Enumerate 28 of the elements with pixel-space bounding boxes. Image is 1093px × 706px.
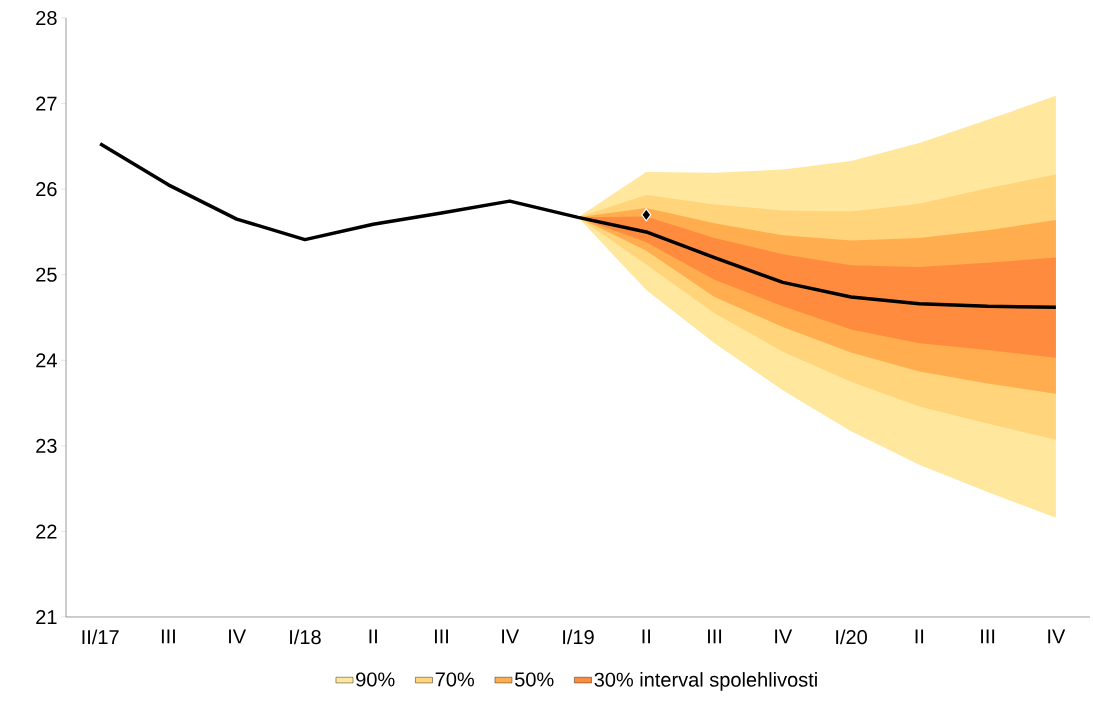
legend-label: 70%	[435, 672, 475, 687]
y-tick-label: 28	[36, 10, 57, 26]
y-tick-label: 27	[36, 96, 57, 111]
y-tick-label: 25	[36, 267, 57, 282]
x-tick-label: II	[642, 629, 650, 644]
x-tick-label: II	[369, 629, 377, 644]
x-tick-label: II/17	[82, 629, 119, 645]
x-tick-label: III	[981, 629, 995, 644]
x-tick-label: IV	[1048, 629, 1066, 644]
y-tick-label: 26	[36, 182, 57, 197]
legend-label: 90%	[356, 672, 395, 687]
x-tick-label: I/19	[563, 629, 594, 645]
x-tick-label: I/20	[836, 629, 867, 645]
x-tick-label: IV	[775, 629, 793, 644]
x-tick-label: I/18	[290, 629, 321, 645]
y-tick-label: 21	[36, 610, 57, 624]
x-tick-label: III	[708, 629, 722, 644]
line-series	[98, 142, 1058, 309]
y-tick-label: 22	[36, 524, 57, 539]
x-tick-label: II	[915, 629, 924, 644]
legend-label: 50%	[515, 672, 554, 687]
x-tick-label: IV	[502, 629, 520, 644]
x-tick-label: IV	[229, 629, 247, 644]
x-tick-label: III	[161, 629, 175, 644]
x-tick-label: III	[434, 629, 448, 644]
y-tick-label: 23	[36, 438, 57, 453]
legend-label: 30% interval spolehlivosti	[594, 672, 817, 691]
y-tick-label: 24	[36, 353, 57, 368]
